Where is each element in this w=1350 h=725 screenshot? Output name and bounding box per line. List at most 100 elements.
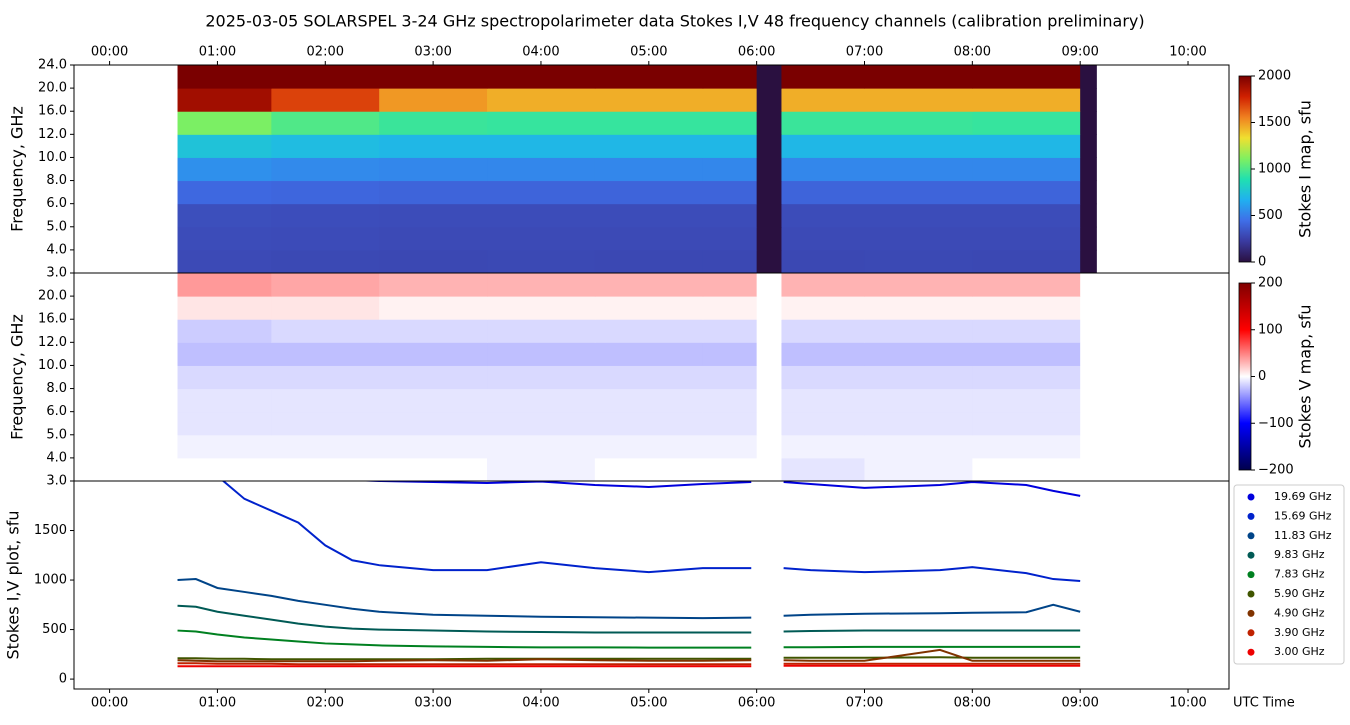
heatmap-cell — [177, 203, 272, 228]
x-tick-label: 01:00 — [199, 45, 236, 60]
legend-label: 9.83 GHz — [1274, 548, 1325, 561]
colorbar — [1238, 282, 1252, 471]
heatmap-cell — [972, 319, 1081, 343]
heatmap-cell — [864, 203, 973, 228]
heatmap-cell — [864, 434, 973, 459]
heatmap-cell — [781, 342, 865, 366]
heatmap-cell — [487, 411, 596, 436]
heatmap-cell — [864, 457, 973, 482]
legend-box — [1233, 484, 1345, 665]
y-tick-label: 8.0 — [46, 173, 67, 188]
series-line — [783, 481, 1081, 497]
heatmap-cell — [271, 457, 380, 482]
heatmap-cell — [702, 203, 758, 228]
heatmap-cell — [177, 365, 272, 390]
heatmap-cell — [379, 157, 488, 182]
panel-frame — [73, 480, 1230, 690]
x-tick-label: 02:00 — [307, 696, 344, 711]
heatmap-cell — [972, 411, 1081, 436]
heatmap-cell — [781, 273, 865, 297]
heatmap-cell — [594, 88, 704, 112]
heatmap-cell — [271, 226, 380, 251]
y-tick-label: 5.0 — [46, 219, 67, 234]
legend-label: 3.00 GHz — [1274, 645, 1325, 658]
legend-label: 11.83 GHz — [1274, 529, 1332, 542]
legend-marker — [1247, 590, 1255, 598]
heatmap-cell — [756, 365, 782, 390]
legend-marker — [1247, 532, 1255, 540]
heatmap-cell — [781, 411, 865, 436]
legend-marker — [1247, 648, 1255, 656]
heatmap-cell — [702, 111, 758, 135]
colorbar-label: Stokes I map, sfu — [1296, 100, 1315, 238]
heatmap-cell — [756, 180, 782, 205]
heatmap-cell — [1080, 434, 1097, 459]
heatmap-cell — [487, 65, 596, 89]
colorbar-tick-label: −200 — [1258, 463, 1294, 478]
series-line — [177, 629, 752, 649]
heatmap-cell — [1080, 388, 1097, 413]
heatmap-cell — [594, 457, 704, 482]
x-axis-label: UTC Time — [1233, 696, 1295, 711]
heatmap-cell — [781, 157, 865, 182]
y-tick-label: 4.0 — [46, 450, 67, 465]
y-tick-label: 1000 — [34, 573, 67, 588]
heatmap-cell — [864, 180, 973, 205]
x-tick-label: 07:00 — [846, 45, 883, 60]
series-line — [352, 481, 752, 488]
legend-marker — [1247, 551, 1255, 559]
y-tick-label: 3.0 — [46, 474, 67, 489]
series-line — [177, 604, 752, 634]
heatmap-cell — [702, 134, 758, 158]
heatmap-cell — [781, 88, 865, 112]
heatmap-cell — [864, 296, 973, 320]
heatmap-cell — [594, 273, 704, 297]
heatmap-cell — [756, 65, 782, 89]
x-tick-label: 03:00 — [414, 45, 451, 60]
heatmap-cell — [1080, 226, 1097, 251]
heatmap-cell — [379, 342, 488, 366]
legend-marker — [1247, 629, 1255, 637]
heatmap-cell — [781, 203, 865, 228]
heatmap-cell — [594, 365, 704, 390]
y-tick-label: 10.0 — [38, 150, 67, 165]
series-line — [783, 603, 1081, 617]
heatmap-cell — [271, 296, 380, 320]
heatmap-cell — [781, 457, 865, 482]
heatmap-cell — [379, 434, 488, 459]
heatmap-cell — [594, 134, 704, 158]
heatmap-cell — [177, 65, 272, 89]
heatmap-cell — [379, 249, 488, 274]
heatmap-cell — [781, 249, 865, 274]
y-tick-label: 4.0 — [46, 242, 67, 257]
heatmap-cell — [864, 388, 973, 413]
series-line — [177, 657, 752, 661]
heatmap-cell — [756, 319, 782, 343]
heatmap-cell — [756, 457, 782, 482]
heatmap-cell — [756, 342, 782, 366]
heatmap-cell — [1080, 249, 1097, 274]
x-tick-label: 08:00 — [954, 45, 991, 60]
x-tick-label: 04:00 — [522, 696, 559, 711]
heatmap-cell — [487, 319, 596, 343]
heatmap-cell — [594, 296, 704, 320]
heatmap-cell — [1080, 88, 1097, 112]
heatmap-cell — [379, 365, 488, 390]
colorbar-tick-label: 0 — [1258, 255, 1266, 270]
x-tick-label: 06:00 — [738, 45, 775, 60]
heatmap-cell — [972, 203, 1081, 228]
series-line — [177, 578, 752, 620]
heatmap-cell — [271, 203, 380, 228]
heatmap-cell — [177, 273, 272, 297]
heatmap-cell — [487, 180, 596, 205]
x-tick-label: 05:00 — [630, 696, 667, 711]
heatmap-cell — [972, 157, 1081, 182]
heatmap-cell — [594, 249, 704, 274]
legend-label: 3.90 GHz — [1274, 626, 1325, 639]
heatmap-cell — [379, 203, 488, 228]
colorbar-tick-label: 500 — [1258, 208, 1283, 223]
y-tick-label: 24.0 — [38, 58, 67, 73]
heatmap-cell — [864, 249, 973, 274]
heatmap-cell — [594, 434, 704, 459]
colorbar-tick-label: 100 — [1258, 322, 1283, 337]
